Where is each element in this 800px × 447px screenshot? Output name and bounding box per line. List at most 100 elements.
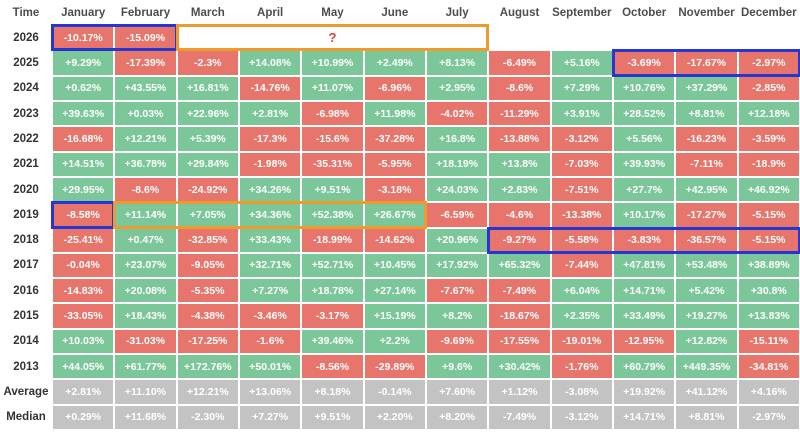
table-cell: +8.81% (675, 101, 737, 126)
return-value: +2.35% (551, 304, 612, 328)
table-cell: -5.95% (364, 152, 426, 177)
return-value: +3.91% (551, 101, 612, 126)
return-value: -36.57% (676, 228, 737, 252)
return-value: +14.51% (53, 152, 114, 176)
table-cell: +172.76% (177, 354, 239, 379)
return-value: -3.69% (613, 51, 675, 75)
return-value: +2.81% (239, 101, 301, 126)
return-value: -17.25% (177, 329, 238, 354)
table-cell: +19.27% (675, 303, 737, 328)
table-cell: -0.04% (52, 253, 114, 278)
table-cell: +33.49% (613, 303, 675, 328)
table-cell: -32.85% (177, 228, 239, 253)
table-cell: -29.89% (364, 354, 426, 379)
return-value: +12.21% (177, 380, 238, 404)
return-value: -7.67% (426, 279, 488, 303)
return-value: -25.41% (53, 228, 114, 252)
table-cell: +5.42% (675, 278, 737, 303)
return-value: +7.60% (426, 380, 488, 404)
return-value: +5.16% (551, 51, 612, 75)
table-cell: -6.49% (488, 50, 550, 75)
table-cell: -3.83% (613, 228, 675, 253)
return-value: +22.96% (177, 101, 238, 126)
return-value: -3.08% (551, 380, 612, 404)
table-cell: +41.12% (675, 379, 737, 404)
table-cell: -11.29% (488, 101, 550, 126)
table-cell: +7.27% (239, 278, 301, 303)
table-cell: +50.01% (239, 354, 301, 379)
return-value: +0.29% (53, 405, 114, 429)
return-value: -8.6% (115, 177, 176, 202)
table-cell: +7.29% (551, 76, 613, 101)
return-value: +172.76% (177, 355, 238, 379)
table-cell: +30.42% (488, 354, 550, 379)
table-cell (488, 25, 550, 50)
table-cell: -7.03% (551, 152, 613, 177)
table-cell: -5.58% (551, 228, 613, 253)
return-value: -15.11% (738, 329, 799, 354)
return-value: +14.08% (239, 51, 301, 75)
table-cell: -2.97% (738, 50, 800, 75)
return-value: +5.56% (613, 127, 675, 151)
return-value: +11.68% (115, 405, 176, 429)
return-value: +19.92% (613, 380, 675, 404)
return-value: -4.6% (489, 203, 550, 227)
table-cell: +10.17% (613, 202, 675, 227)
table-cell: +17.92% (426, 253, 488, 278)
table-cell: +9.29% (52, 50, 114, 75)
return-value: +10.76% (613, 76, 675, 100)
return-value: -5.58% (551, 228, 612, 252)
return-value: +2.83% (489, 177, 550, 202)
table-cell: +5.56% (613, 126, 675, 151)
table-cell: +39.63% (52, 101, 114, 126)
row-label-2017: 2017 (13, 259, 39, 272)
return-value: +7.27% (239, 405, 301, 429)
table-cell: +11.98% (364, 101, 426, 126)
return-value: +8.81% (676, 405, 737, 429)
return-value: +1.12% (489, 380, 550, 404)
table-cell: +28.52% (613, 101, 675, 126)
return-value: -6.96% (364, 76, 425, 100)
table-cell: +2.2% (364, 329, 426, 354)
return-value: +18.43% (115, 304, 176, 328)
return-value: +7.27% (239, 279, 301, 303)
return-value: -29.89% (364, 355, 425, 379)
table-cell: +12.21% (114, 126, 176, 151)
table-cell: +36.78% (114, 152, 176, 177)
column-header-month-5: May (321, 6, 344, 19)
return-value: +46.92% (738, 177, 799, 202)
return-value: +43.55% (115, 76, 176, 100)
return-value: -17.27% (676, 203, 737, 227)
table-cell: -3.08% (551, 379, 613, 404)
table-cell: -3.12% (551, 126, 613, 151)
table-cell: -3.12% (551, 405, 613, 430)
table-cell: -13.38% (551, 202, 613, 227)
table-cell: +7.27% (239, 405, 301, 430)
return-value: +16.8% (426, 127, 488, 151)
table-cell: -13.88% (488, 126, 550, 151)
table-cell: -24.92% (177, 177, 239, 202)
table-cell: +1.12% (488, 379, 550, 404)
return-value: +2.81% (53, 380, 114, 404)
column-header-month-7: July (445, 6, 469, 19)
return-value: +26.67% (364, 203, 425, 227)
column-header-month-1: January (61, 6, 106, 19)
return-value: +11.98% (364, 101, 425, 126)
table-cell: +39.46% (301, 329, 363, 354)
return-value: -9.27% (489, 228, 550, 252)
return-value: -2.85% (738, 76, 799, 100)
return-value: -2.97% (738, 405, 799, 429)
returns-table: Time January February March April May June July… (3, 6, 800, 430)
row-label-2016: 2016 (13, 284, 39, 297)
return-value: +30.42% (489, 355, 550, 379)
table-cell: +65.32% (488, 253, 550, 278)
table-cell: -34.81% (738, 354, 800, 379)
return-value: -15.6% (302, 127, 363, 151)
table-cell: +42.95% (675, 177, 737, 202)
column-header-month-3: March (190, 6, 225, 19)
table-cell: +34.36% (239, 202, 301, 227)
return-value: -24.92% (177, 177, 238, 202)
column-header-month-10: October (622, 6, 667, 19)
return-value: +11.14% (115, 203, 176, 227)
return-value: +27.14% (364, 279, 425, 303)
